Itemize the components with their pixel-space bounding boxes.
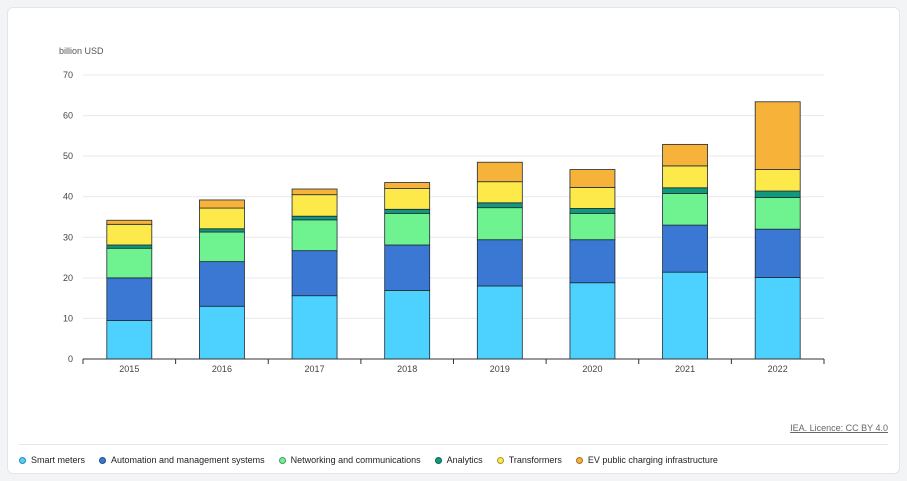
bar-segment — [291, 295, 338, 360]
y-tick-label: 50 — [63, 151, 73, 161]
bar-segment — [384, 212, 431, 246]
bar-segment — [384, 290, 431, 360]
bar-segment — [569, 239, 616, 284]
bar-segment — [754, 169, 801, 192]
bar-segment — [662, 187, 708, 194]
bar-segment — [384, 208, 431, 214]
bar-segment — [476, 207, 523, 241]
legend-label: Networking and communications — [290, 455, 421, 465]
bar-segment — [569, 212, 616, 241]
legend: Smart meters Automation and management sy… — [19, 455, 732, 465]
bar-segment — [199, 207, 245, 230]
bar-segment — [754, 228, 801, 278]
y-tick-label: 40 — [63, 192, 73, 202]
bar-segment — [106, 244, 153, 249]
bar-segment — [476, 239, 523, 287]
legend-label: Automation and management systems — [111, 455, 265, 465]
legend-swatch — [99, 456, 107, 464]
x-tick-label: 2015 — [119, 364, 139, 374]
bar-segment — [569, 186, 616, 209]
bar-segment — [384, 182, 431, 189]
legend-label: Analytics — [446, 455, 483, 465]
bar-segment — [291, 250, 338, 297]
bar-segment — [662, 193, 708, 226]
bar-segment — [476, 202, 523, 209]
legend-item[interactable]: Smart meters — [19, 455, 85, 465]
bar-segment — [569, 282, 616, 360]
bar-segment — [569, 169, 616, 188]
bar-segment — [754, 101, 801, 170]
bar-segment — [476, 285, 523, 360]
x-tick-label: 2017 — [305, 364, 325, 374]
legend-item[interactable]: EV public charging infrastructure — [575, 455, 718, 465]
x-tick-label: 2019 — [490, 364, 510, 374]
legend-item[interactable]: Analytics — [434, 455, 483, 465]
x-tick-label: 2021 — [675, 364, 695, 374]
bar-segment — [291, 194, 338, 217]
bar-segment — [291, 188, 338, 196]
y-tick-label: 60 — [63, 111, 73, 121]
bar-segment — [754, 197, 801, 230]
bar-segment — [291, 215, 338, 221]
legend-item[interactable]: Transformers — [496, 455, 562, 465]
y-tick-label: 30 — [63, 232, 73, 242]
legend-label: Smart meters — [31, 455, 86, 465]
bar-segment — [384, 188, 431, 210]
bar-segment — [106, 219, 153, 225]
y-axis-label: billion USD — [59, 46, 104, 56]
bar-segment — [199, 305, 245, 360]
legend-item[interactable]: Automation and management systems — [99, 455, 265, 465]
x-tick-label: 2018 — [397, 364, 417, 374]
legend-divider — [19, 444, 888, 445]
y-tick-label: 0 — [68, 354, 73, 364]
legend-swatch — [278, 456, 286, 464]
bar-segment — [754, 190, 801, 198]
bar-segment — [384, 244, 431, 291]
bar-segment — [106, 277, 153, 321]
bar-segment — [662, 165, 708, 189]
bar-segment — [199, 199, 245, 209]
legend-label: EV public charging infrastructure — [587, 455, 718, 465]
bar-segment — [106, 320, 153, 360]
y-tick-label: 10 — [63, 313, 73, 323]
legend-swatch — [434, 456, 442, 464]
y-tick-label: 20 — [63, 273, 73, 283]
x-tick-label: 2022 — [768, 364, 788, 374]
chart-card — [7, 7, 900, 474]
bar-segment — [569, 208, 616, 214]
x-tick-label: 2020 — [582, 364, 602, 374]
legend-swatch — [575, 456, 583, 464]
source-license-link[interactable]: IEA. Licence: CC BY 4.0 — [790, 423, 888, 433]
legend-swatch — [19, 456, 26, 464]
bar-segment — [199, 228, 245, 233]
legend-swatch — [496, 456, 504, 464]
bar-segment — [662, 271, 708, 360]
bar-segment — [106, 223, 153, 246]
bar-segment — [476, 161, 523, 183]
legend-item[interactable]: Networking and communications — [278, 455, 421, 465]
bar-segment — [476, 181, 523, 204]
y-tick-label: 70 — [63, 70, 73, 80]
bar-segment — [291, 219, 338, 252]
bar-segment — [662, 224, 708, 273]
bar-segment — [199, 261, 245, 307]
legend-label: Transformers — [508, 455, 562, 465]
bar-segment — [106, 247, 153, 279]
bar-segment — [199, 231, 245, 263]
x-tick-label: 2016 — [212, 364, 232, 374]
bar-segment — [754, 277, 801, 360]
bar-segment — [662, 143, 708, 167]
